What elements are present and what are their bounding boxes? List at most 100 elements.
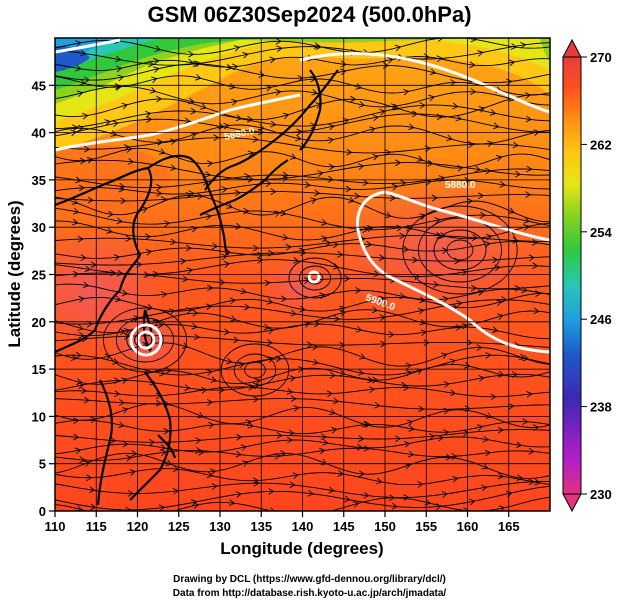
streamline-arrow — [78, 184, 85, 192]
streamline-arrow — [163, 427, 170, 435]
streamline-arrow — [193, 333, 200, 341]
streamline-arrow — [355, 287, 362, 294]
streamline-arrow — [385, 211, 392, 219]
streamline-arrow — [197, 411, 205, 419]
streamline-arrow — [519, 41, 527, 49]
streamline-arrow — [210, 376, 218, 383]
streamline-arrow — [368, 386, 376, 393]
streamline-arrow — [127, 489, 134, 497]
streamline-arrow — [240, 444, 248, 451]
streamline-arrow — [185, 191, 192, 199]
streamline-arrow — [406, 419, 414, 427]
streamline-arrow — [160, 449, 167, 456]
streamline-arrow — [389, 494, 396, 502]
streamline-arrow — [229, 297, 237, 305]
streamline-arrow — [340, 60, 347, 68]
streamline-arrow — [208, 421, 215, 429]
streamline-arrow — [478, 375, 485, 382]
streamline-arrow — [206, 471, 214, 479]
streamline-arrow — [78, 331, 85, 339]
streamline-arrow — [88, 486, 96, 494]
streamline-arrow — [238, 361, 245, 369]
streamline-arrow — [403, 494, 410, 501]
streamline-arrow — [452, 102, 459, 110]
x-tick-label: 135 — [250, 519, 272, 534]
streamline-arrow — [321, 235, 328, 243]
streamline — [55, 436, 550, 455]
streamline-arrow — [289, 481, 296, 488]
streamline — [55, 191, 550, 202]
streamline-arrow — [219, 278, 226, 286]
streamline-arrow — [508, 402, 515, 410]
streamline-arrow — [252, 477, 259, 485]
streamline-arrow — [378, 254, 386, 262]
streamline-arrow — [525, 191, 532, 199]
streamline-arrow — [358, 470, 365, 478]
streamline-arrow — [306, 341, 313, 349]
x-tick-label: 160 — [457, 519, 479, 534]
x-tick-label: 140 — [292, 519, 314, 534]
x-axis: 110 115 120 125 130 135 140 145 150 155 160 165 — [45, 511, 520, 534]
streamline-arrow — [528, 254, 535, 262]
colorbar-tick-label: 246 — [590, 312, 612, 327]
streamline-arrow — [123, 332, 130, 340]
streamline-arrow — [532, 262, 539, 270]
streamline-arrow — [492, 256, 499, 264]
streamline-arrow — [127, 158, 135, 165]
streamline-arrow — [280, 295, 287, 303]
streamline-arrow — [282, 112, 290, 120]
streamline-arrow — [181, 342, 189, 349]
streamline-arrow — [314, 189, 321, 197]
streamline-arrow — [70, 129, 77, 137]
streamline-arrow — [87, 196, 94, 204]
streamline-arrow — [156, 95, 163, 103]
x-axis-label: Longitude (degrees) — [220, 539, 383, 558]
streamline-arrow — [402, 88, 410, 96]
streamline-arrow — [369, 126, 376, 133]
streamline-arrow — [380, 340, 387, 348]
circulation-ring — [402, 205, 518, 295]
streamline-arrow — [153, 512, 159, 519]
streamline-arrow — [419, 318, 426, 326]
streamline-arrow — [89, 416, 97, 424]
streamline-arrow — [195, 447, 202, 454]
streamline-arrow — [481, 484, 488, 492]
streamline-arrow — [535, 290, 542, 297]
streamline-arrow — [434, 217, 441, 224]
streamline-arrow — [84, 265, 91, 273]
streamline-arrow — [328, 123, 335, 131]
streamline-arrow — [512, 237, 519, 244]
x-tick-label: 110 — [45, 519, 66, 534]
colorbar-tick-label: 254 — [590, 225, 612, 240]
streamline-arrow — [241, 460, 249, 467]
streamline-arrow — [170, 138, 177, 145]
streamline — [55, 429, 550, 443]
circulation-ring — [446, 239, 474, 261]
streamline-arrow — [311, 89, 318, 96]
streamline-arrow — [437, 38, 444, 42]
streamline-arrow — [118, 399, 126, 406]
streamline-arrow — [491, 326, 499, 334]
streamline-arrow — [495, 154, 503, 162]
streamline-arrow — [266, 298, 274, 305]
streamline-arrow — [133, 315, 140, 322]
streamline-arrow — [83, 145, 91, 153]
streamline-arrow — [112, 358, 119, 365]
streamline-arrow — [80, 254, 87, 261]
streamline-arrow — [125, 506, 132, 511]
streamline-arrow — [235, 450, 242, 458]
streamline-arrow — [156, 189, 163, 197]
streamline-arrow — [80, 49, 87, 57]
streamline-arrow — [76, 378, 83, 385]
streamline-arrow — [121, 407, 129, 414]
streamline — [55, 485, 550, 511]
streamline-arrow — [412, 110, 419, 118]
streamline-arrow — [141, 206, 148, 214]
streamline-arrow — [188, 50, 195, 58]
streamline-arrow — [470, 38, 478, 43]
streamline-arrow — [340, 68, 347, 76]
streamline — [55, 419, 550, 434]
x-tick-label: 165 — [498, 519, 520, 534]
streamline-arrow — [427, 159, 434, 167]
streamline-arrow — [223, 122, 230, 130]
